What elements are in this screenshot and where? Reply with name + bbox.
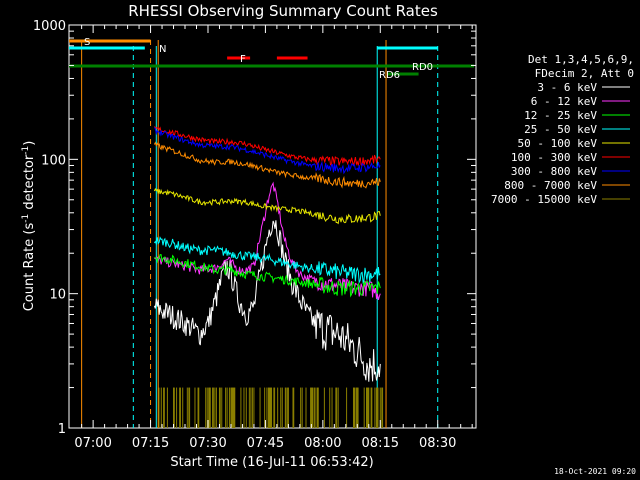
y-axis-label-mid: detector (22, 154, 37, 214)
legend-header-2: FDecim 2, Att 0 (535, 67, 634, 80)
marker-lines (81, 40, 439, 428)
legend-label: 25 - 50 keV (524, 123, 597, 136)
x-tick-label: 08:00 (304, 436, 341, 451)
legend: Det 1,3,4,5,6,9, FDecim 2, Att 0 3 - 6 k… (491, 53, 634, 206)
chart-title: RHESSI Observing Summary Count Rates (128, 2, 438, 20)
flag-label-rd6: RD6 (379, 70, 400, 81)
x-tick-label: 07:15 (132, 436, 169, 451)
x-tick-label: 07:00 (74, 436, 111, 451)
series-7000-15000-kev (158, 387, 384, 428)
footer-date: 18-Oct-2021 09:20 (554, 467, 636, 476)
series-3-6kev (153, 220, 381, 382)
y-axis-label-sup2: -1 (21, 146, 31, 155)
legend-label: 300 - 800 keV (511, 165, 597, 178)
x-tick-label: 07:30 (189, 436, 226, 451)
y-axis-label-end: ) (22, 141, 37, 146)
legend-label: 7000 - 15000 keV (491, 193, 597, 206)
series-12-25kev (154, 254, 381, 298)
plot-frame (68, 24, 477, 429)
series-50-100kev (153, 187, 381, 225)
y-tick-label: 100 (41, 153, 66, 168)
legend-label: 100 - 300 keV (511, 151, 597, 164)
y-axis: 1 10 100 1000 (33, 19, 476, 437)
series-300-800kev (154, 127, 381, 175)
legend-label: 3 - 6 keV (537, 81, 597, 94)
y-tick-label: 10 (49, 288, 66, 303)
y-axis-label-sup1: -1 (21, 214, 31, 223)
legend-label: 50 - 100 keV (518, 137, 598, 150)
x-tick-label: 07:45 (247, 436, 284, 451)
x-tick-label: 08:15 (362, 436, 399, 451)
series-6-12kev (154, 181, 381, 301)
flag-label-n: N (159, 44, 166, 55)
series-100-300kev (154, 126, 381, 167)
legend-header-1: Det 1,3,4,5,6,9, (528, 53, 634, 66)
flag-label-rd0: RD0 (412, 62, 433, 73)
x-axis-label: Start Time (16-Jul-11 06:53:42) (170, 455, 373, 470)
series-lines (153, 126, 381, 382)
flag-label-s: S (84, 37, 90, 48)
plot-area: S N F RD0 RD6 (68, 24, 477, 429)
flag-label-f: F (240, 54, 246, 65)
series-800-7000kev (153, 141, 381, 189)
y-axis-label: Count Rate (s-1 detector-1) (21, 141, 37, 312)
legend-label: 6 - 12 keV (531, 95, 598, 108)
y-axis-label-main: Count Rate (s (22, 223, 37, 312)
series-25-50kev (153, 236, 381, 285)
x-axis: 07:00 07:15 07:30 07:45 08:00 08:15 08:30 (74, 25, 473, 451)
x-tick-label: 08:30 (419, 436, 456, 451)
legend-label: 800 - 7000 keV (504, 179, 597, 192)
flag-bars: S N F RD0 RD6 (69, 37, 475, 81)
y-tick-label: 1000 (33, 19, 66, 34)
y-tick-label: 1 (58, 422, 66, 437)
legend-label: 12 - 25 keV (524, 109, 597, 122)
